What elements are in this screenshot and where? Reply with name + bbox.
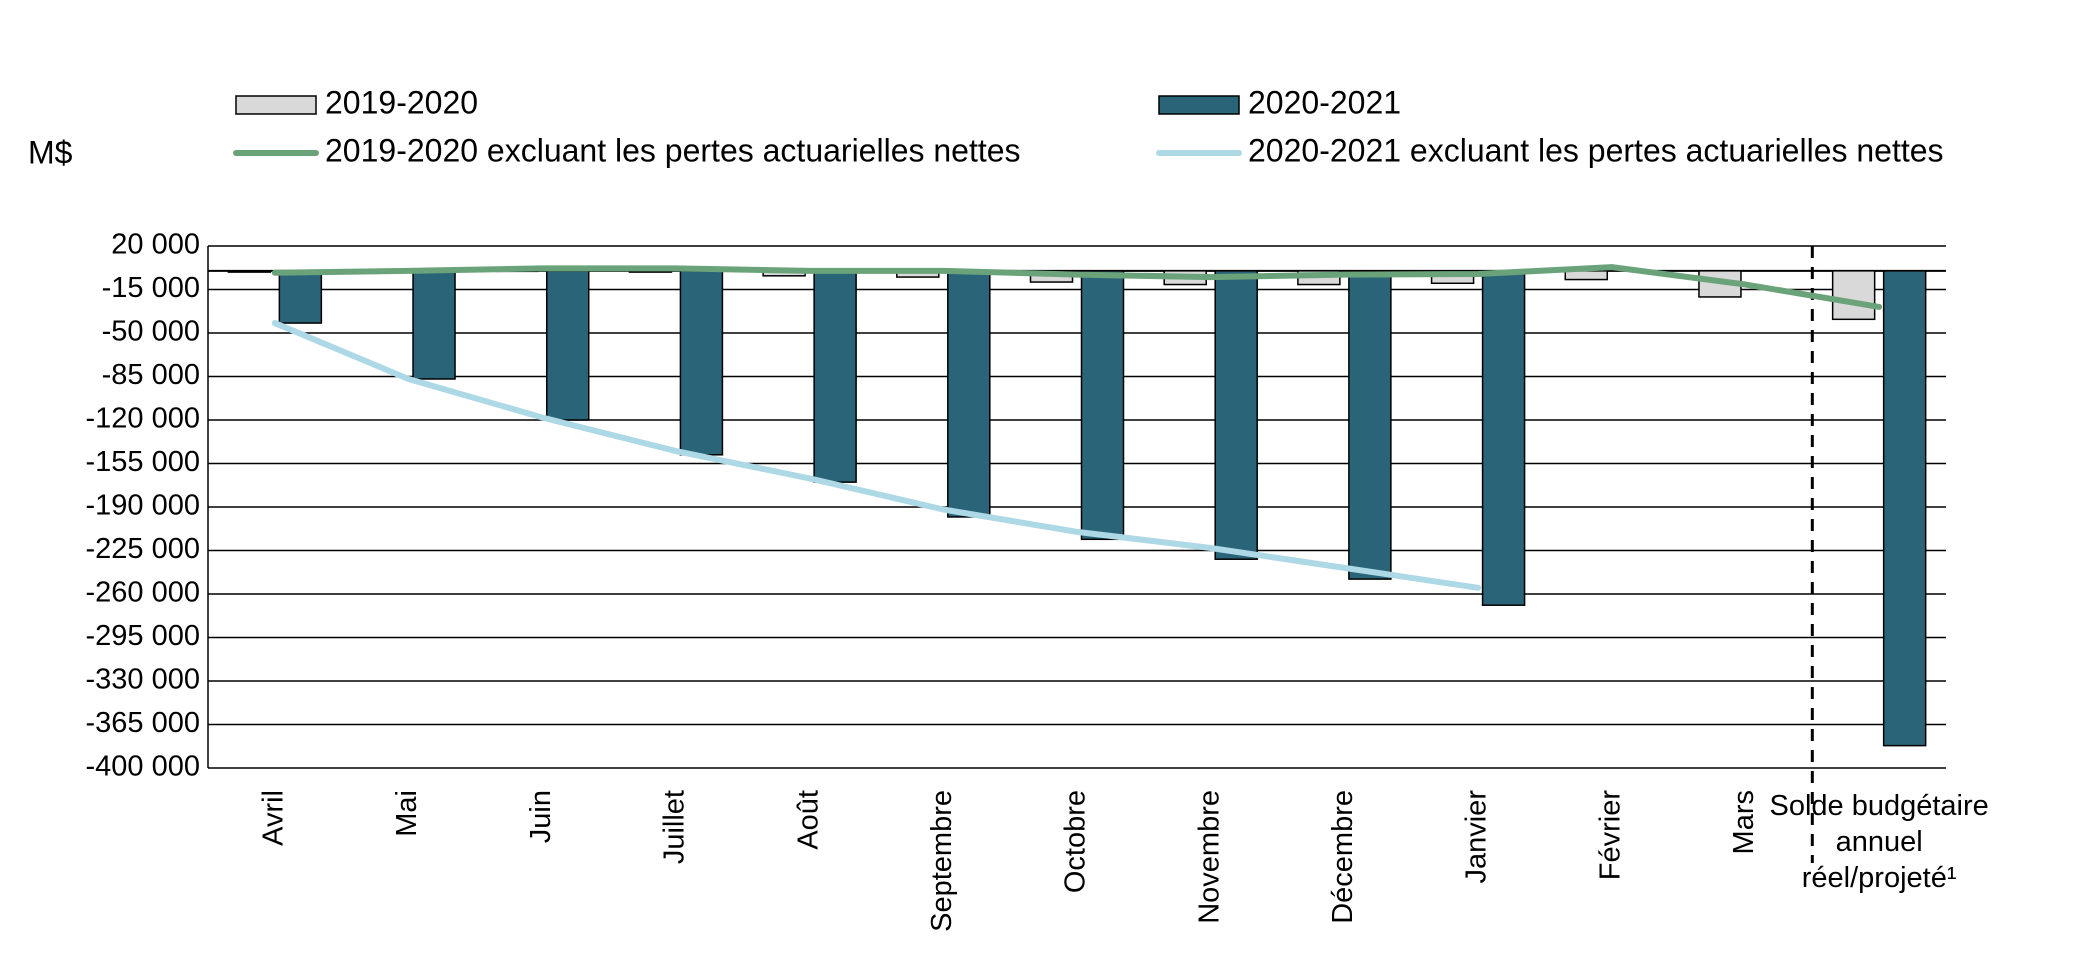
x-tick-label: Septembre	[926, 790, 958, 932]
x-tick-label: Août	[792, 790, 824, 850]
y-tick-label: -50 000	[102, 316, 200, 348]
y-tick-label: -400 000	[86, 751, 201, 783]
x-tick-label: Novembre	[1193, 790, 1225, 924]
bar	[1481, 270, 1526, 606]
x-tick-label: Avril	[258, 790, 290, 846]
legend-swatch	[1158, 95, 1240, 115]
x-tick-label: Décembre	[1327, 790, 1359, 924]
bar	[227, 270, 272, 273]
y-tick-label: -365 000	[86, 707, 201, 739]
y-tick-label: -155 000	[86, 446, 201, 478]
bar	[947, 270, 991, 518]
x-tick-label-box: Solde budgétaire annuel réel/projeté¹	[1769, 790, 1989, 894]
y-tick-label: -190 000	[86, 490, 201, 522]
y-tick-label: -225 000	[86, 533, 201, 565]
bar	[278, 270, 323, 324]
bar	[813, 270, 857, 483]
bar	[412, 270, 456, 380]
bar	[1348, 270, 1392, 580]
x-tick-label: Mai	[391, 790, 423, 837]
y-axis-label: M$	[28, 134, 73, 170]
y-tick-label: -15 000	[102, 272, 200, 304]
x-tick-label: Mars	[1728, 790, 1760, 854]
y-tick-label: 20 000	[111, 229, 200, 261]
x-tick-label: Solde budgétaire annuel réel/projeté¹	[1769, 790, 1989, 894]
bar	[679, 270, 724, 456]
bar	[1882, 270, 1927, 747]
legend-swatch	[235, 95, 317, 115]
y-tick-label: -260 000	[86, 577, 201, 609]
bar	[1214, 270, 1258, 560]
legend-label: 2020-2021	[1248, 84, 1401, 120]
x-tick-label: Février	[1594, 790, 1626, 881]
y-tick-label: -295 000	[86, 620, 201, 652]
legend-label: 2020-2021 excluant les pertes actuariell…	[1248, 132, 1944, 168]
legend-label: 2019-2020	[325, 84, 478, 120]
bar	[1831, 270, 1876, 321]
legend-label: 2019-2020 excluant les pertes actuariell…	[325, 132, 1021, 168]
x-tick-label: Juillet	[659, 790, 691, 864]
x-tick-label: Juin	[525, 790, 557, 843]
x-tick-label: Janvier	[1461, 790, 1493, 884]
bar	[1080, 270, 1125, 541]
bar	[545, 270, 590, 421]
y-tick-label: -330 000	[86, 664, 201, 696]
y-tick-label: -120 000	[86, 403, 201, 435]
line	[271, 264, 1883, 310]
y-tick-label: -85 000	[102, 359, 200, 391]
x-tick-label: Octobre	[1060, 790, 1092, 893]
line	[271, 320, 1482, 591]
